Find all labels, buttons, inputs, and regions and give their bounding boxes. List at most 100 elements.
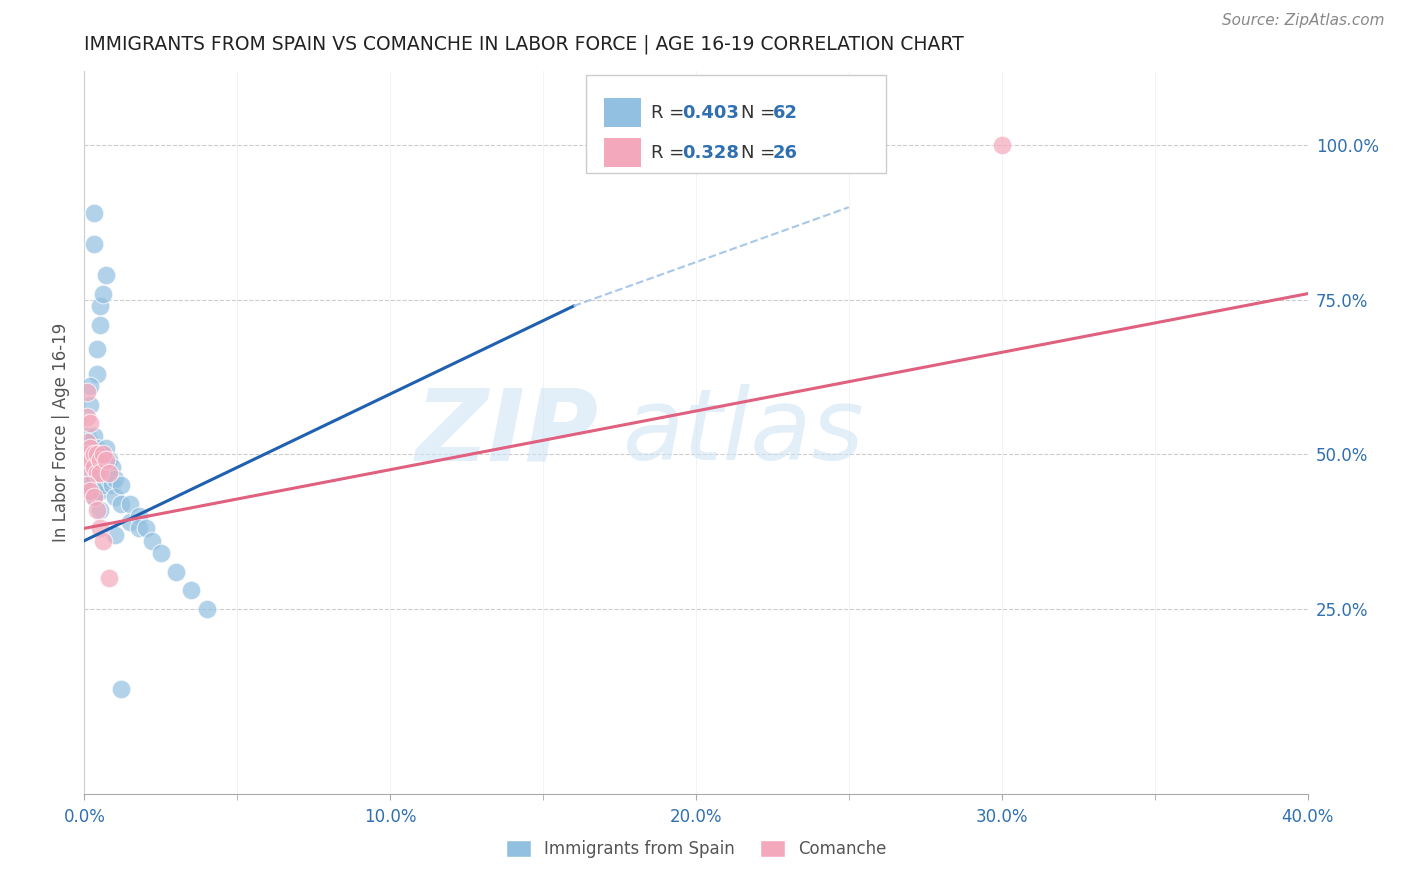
Point bbox=[79, 472, 101, 486]
Point bbox=[97, 453, 120, 467]
Point bbox=[101, 459, 124, 474]
Point bbox=[89, 299, 111, 313]
Point bbox=[77, 434, 100, 449]
Point bbox=[79, 434, 101, 449]
Text: N =: N = bbox=[741, 144, 782, 161]
Text: Source: ZipAtlas.com: Source: ZipAtlas.com bbox=[1222, 13, 1385, 28]
Text: atlas: atlas bbox=[623, 384, 865, 481]
Point bbox=[86, 503, 108, 517]
Point bbox=[94, 453, 117, 467]
Point bbox=[86, 441, 108, 455]
Point bbox=[94, 459, 117, 474]
Point bbox=[91, 286, 114, 301]
Point bbox=[76, 447, 98, 461]
Point bbox=[97, 472, 120, 486]
Point bbox=[79, 417, 101, 431]
Point bbox=[79, 398, 101, 412]
Point bbox=[76, 478, 98, 492]
Point bbox=[83, 441, 105, 455]
Text: 0.403: 0.403 bbox=[682, 103, 740, 122]
Text: 26: 26 bbox=[773, 144, 799, 161]
Text: 0.328: 0.328 bbox=[682, 144, 740, 161]
Point bbox=[76, 434, 98, 449]
Point bbox=[91, 466, 114, 480]
Point bbox=[89, 503, 111, 517]
Point bbox=[79, 484, 101, 499]
Point bbox=[76, 472, 98, 486]
Legend: Immigrants from Spain, Comanche: Immigrants from Spain, Comanche bbox=[499, 833, 893, 865]
Point bbox=[89, 318, 111, 332]
Point bbox=[79, 379, 101, 393]
Point bbox=[991, 138, 1014, 153]
Text: R =: R = bbox=[651, 144, 690, 161]
Point bbox=[75, 447, 97, 461]
Point bbox=[76, 410, 98, 425]
Point bbox=[86, 466, 108, 480]
FancyBboxPatch shape bbox=[586, 75, 886, 172]
Point bbox=[83, 472, 105, 486]
Point bbox=[86, 367, 108, 381]
Point bbox=[91, 533, 114, 548]
Point bbox=[83, 428, 105, 442]
Point bbox=[165, 565, 187, 579]
Point bbox=[86, 447, 108, 461]
Point bbox=[94, 441, 117, 455]
Bar bbox=[605, 138, 641, 167]
Point bbox=[110, 478, 132, 492]
Point bbox=[89, 466, 111, 480]
Point bbox=[180, 583, 202, 598]
Point bbox=[195, 601, 218, 615]
Point bbox=[89, 484, 111, 499]
Point bbox=[83, 491, 105, 505]
Point bbox=[91, 447, 114, 461]
Point bbox=[104, 472, 127, 486]
Point bbox=[135, 521, 157, 535]
Point bbox=[94, 268, 117, 282]
Point bbox=[76, 447, 98, 461]
Point bbox=[149, 546, 172, 560]
Text: ZIP: ZIP bbox=[415, 384, 598, 481]
Point bbox=[104, 527, 127, 541]
Point bbox=[76, 459, 98, 474]
Point bbox=[91, 478, 114, 492]
Point bbox=[79, 453, 101, 467]
Point bbox=[76, 385, 98, 400]
Point bbox=[86, 466, 108, 480]
Point bbox=[76, 447, 98, 461]
Point bbox=[75, 463, 97, 477]
Text: 62: 62 bbox=[773, 103, 799, 122]
Text: R =: R = bbox=[651, 103, 690, 122]
Point bbox=[120, 515, 142, 529]
Point bbox=[120, 497, 142, 511]
Point bbox=[86, 453, 108, 467]
Point bbox=[83, 206, 105, 220]
Point bbox=[104, 491, 127, 505]
Point bbox=[97, 466, 120, 480]
Point bbox=[83, 491, 105, 505]
Y-axis label: In Labor Force | Age 16-19: In Labor Force | Age 16-19 bbox=[52, 323, 70, 542]
Point bbox=[89, 447, 111, 461]
Text: IMMIGRANTS FROM SPAIN VS COMANCHE IN LABOR FORCE | AGE 16-19 CORRELATION CHART: IMMIGRANTS FROM SPAIN VS COMANCHE IN LAB… bbox=[84, 34, 965, 54]
Point bbox=[79, 441, 101, 455]
Point bbox=[76, 428, 98, 442]
Point bbox=[89, 466, 111, 480]
Point bbox=[86, 484, 108, 499]
Point bbox=[83, 459, 105, 474]
Point bbox=[76, 459, 98, 474]
Point bbox=[91, 447, 114, 461]
Text: N =: N = bbox=[741, 103, 782, 122]
Point bbox=[101, 478, 124, 492]
Point bbox=[83, 459, 105, 474]
Point bbox=[128, 521, 150, 535]
Point bbox=[110, 497, 132, 511]
Point bbox=[79, 459, 101, 474]
Point bbox=[128, 508, 150, 523]
Bar bbox=[605, 98, 641, 128]
Point bbox=[110, 681, 132, 696]
Point bbox=[79, 484, 101, 499]
Point bbox=[86, 343, 108, 357]
Point bbox=[97, 571, 120, 585]
Point bbox=[77, 447, 100, 461]
Point bbox=[83, 447, 105, 461]
Point bbox=[79, 447, 101, 461]
